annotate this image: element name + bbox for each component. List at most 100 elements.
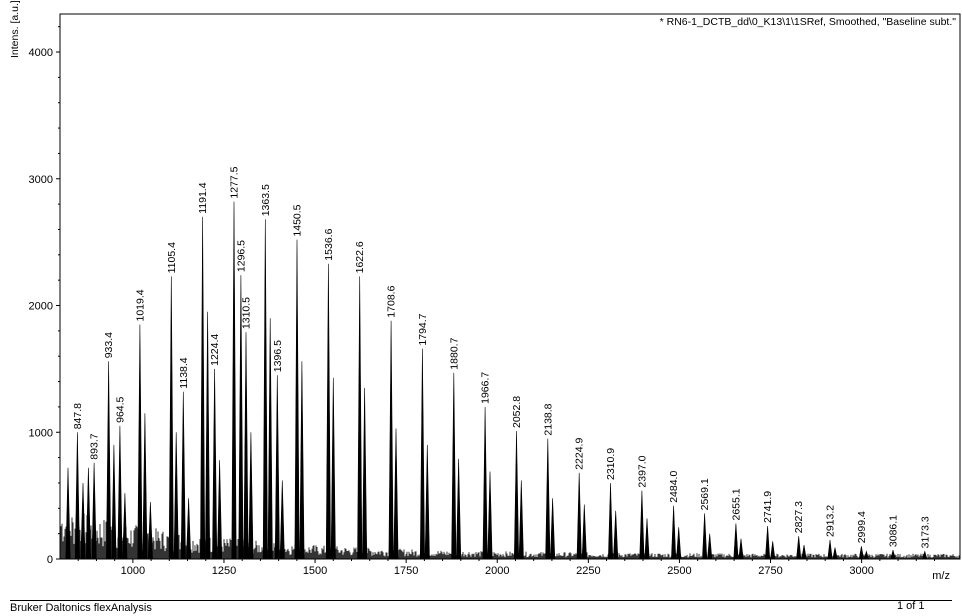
peak-label: 1966.7: [480, 372, 492, 404]
labeled-peak: [168, 276, 174, 560]
isotope-peak: [279, 480, 285, 560]
y-tick-label: 4000: [29, 47, 53, 59]
isotope-peak: [186, 498, 192, 560]
peak-label: 2827.3: [793, 501, 805, 533]
peak-label: 2484.0: [668, 471, 680, 503]
y-tick-label: 2000: [29, 301, 53, 313]
peak-label: 2999.4: [856, 511, 868, 543]
isotope-peak: [550, 498, 556, 560]
y-axis-label: Intens. [a.u.]: [9, 0, 21, 58]
isotope-peak: [456, 458, 462, 560]
peak-label: 1536.6: [323, 228, 335, 260]
x-tick-label: 2000: [485, 565, 509, 577]
peak-label: 3173.3: [919, 516, 931, 548]
isotope-peak: [801, 545, 807, 560]
isotope-peak: [424, 444, 430, 560]
x-tick-label: 1500: [303, 565, 327, 577]
isotope-peak: [362, 387, 368, 560]
x-tick-label: 3000: [849, 565, 873, 577]
labeled-peak: [827, 539, 833, 560]
labeled-peak: [212, 368, 218, 560]
labeled-peak: [639, 490, 645, 560]
labeled-peak: [890, 550, 896, 560]
isotope-peak: [205, 311, 211, 560]
spectrum-peaks: [65, 201, 928, 560]
labeled-peak: [74, 432, 80, 560]
plot-frame: [59, 13, 961, 560]
labeled-peak: [200, 216, 206, 560]
peak-label: 1363.5: [260, 184, 272, 216]
labeled-peak: [243, 332, 249, 560]
peak-label: 2569.1: [699, 478, 711, 510]
isotope-peak: [267, 318, 273, 560]
labeled-peak: [482, 406, 488, 560]
x-tick-label: 1750: [394, 565, 418, 577]
peak-label: 1450.5: [292, 204, 304, 236]
peak-label: 1138.4: [178, 357, 190, 388]
peak-label: 2138.8: [542, 403, 554, 435]
peak-label: 2310.9: [605, 448, 617, 480]
peak-label: 847.8: [72, 403, 84, 429]
labeled-peak: [608, 482, 614, 560]
peak-label: 1310.5: [241, 297, 253, 329]
labeled-peak: [513, 430, 519, 560]
peak-label: 1396.5: [272, 340, 284, 372]
footer-rule: [10, 600, 952, 601]
peak-label: 1105.4: [166, 242, 178, 273]
isotope-peak: [738, 538, 744, 560]
labeled-peak: [671, 505, 677, 560]
peak-label: 1277.5: [229, 166, 241, 198]
labeled-peak: [388, 320, 394, 560]
peak-label: 1708.6: [386, 285, 398, 317]
isotope-peak: [770, 541, 776, 560]
labeled-peak: [576, 472, 582, 560]
peak-label: 2052.8: [511, 396, 523, 428]
labeled-peak: [765, 525, 771, 560]
labeled-peak: [858, 546, 864, 560]
isotope-peak: [613, 510, 619, 560]
isotope-peak: [518, 480, 524, 560]
labeled-peak: [733, 523, 739, 560]
labeled-peak: [357, 276, 363, 560]
labeled-peak: [117, 425, 123, 560]
x-tick-label: 2500: [667, 565, 691, 577]
y-tick-label: 3000: [29, 174, 53, 186]
isotope-peak: [299, 361, 305, 560]
isotope-peak: [85, 467, 91, 560]
peak-label: 893.7: [89, 433, 101, 459]
isotope-peak: [217, 460, 223, 560]
isotope-peak: [80, 482, 86, 560]
labeled-peak: [922, 550, 928, 560]
isotope-peak: [393, 428, 399, 560]
x-axis-label: m/z: [932, 570, 950, 582]
x-tick-label: 1250: [212, 565, 236, 577]
labeled-peak: [545, 438, 551, 560]
isotope-peak: [330, 377, 336, 560]
peak-label: 1794.7: [417, 313, 429, 345]
labeled-peak: [419, 348, 425, 560]
peak-label: 2224.9: [574, 438, 586, 470]
labeled-peak: [238, 275, 244, 560]
isotope-peak: [676, 527, 682, 560]
isotope-peak: [147, 501, 153, 560]
isotope-peak: [65, 467, 71, 560]
labeled-peak: [180, 391, 186, 560]
labeled-peak: [106, 361, 112, 560]
x-tick-label: 2750: [758, 565, 782, 577]
peak-label: 1296.5: [235, 240, 247, 272]
labeled-peak: [262, 219, 268, 560]
y-tick-label: 1000: [29, 427, 53, 439]
isotope-peak: [707, 533, 713, 560]
mass-spectrum-chart: 847.8 893.7 933.4 964.5 1019.4 1105.4 1138.4 11…: [9, 0, 961, 582]
x-tick-label: 2250: [576, 565, 600, 577]
isotope-peak: [122, 493, 128, 560]
isotope-peak: [863, 550, 869, 560]
isotope-peak: [581, 504, 587, 560]
x-axis-ticks: 1000 1250 1500 1750 2000 2250 2500 2750 3000: [77, 559, 935, 577]
footer-software-name: Bruker Daltonics flexAnalysis: [10, 602, 152, 614]
labeled-peak: [274, 375, 280, 560]
labeled-peak: [325, 263, 331, 560]
y-axis-ticks: 0 1000 2000 3000 4000: [29, 26, 60, 566]
isotope-peak: [832, 547, 838, 560]
x-tick-label: 1000: [121, 565, 145, 577]
